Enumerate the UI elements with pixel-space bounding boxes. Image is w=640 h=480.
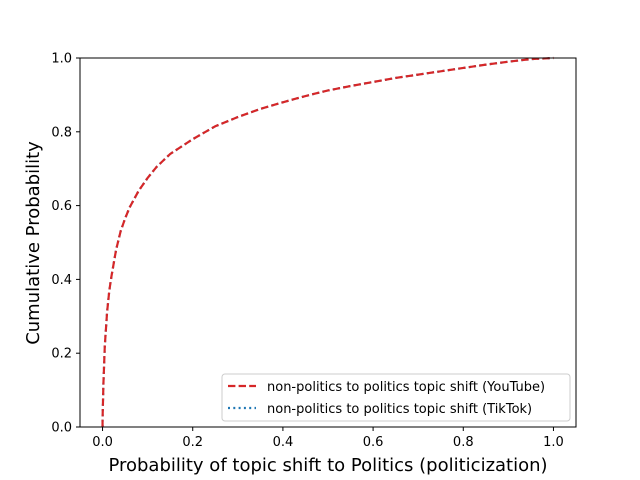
- legend-label-tiktok: non-politics to politics topic shift (Ti…: [267, 402, 532, 417]
- y-axis-label: Cumulative Probability: [23, 141, 44, 345]
- x-tick-label: 0.6: [363, 435, 384, 450]
- y-tick-label: 1.0: [51, 52, 72, 67]
- y-tick-label: 0.0: [51, 421, 72, 436]
- plot-frame: [79, 57, 577, 428]
- x-axis-ticks: 0.0 0.2 0.4 0.6 0.8 1.0: [92, 427, 564, 450]
- y-axis-ticks: 0.0 0.2 0.4 0.6 0.8 1.0: [51, 52, 80, 436]
- legend-box: [221, 373, 571, 422]
- x-tick-label: 0.2: [182, 435, 203, 450]
- x-tick-label: 0.0: [92, 435, 113, 450]
- x-tick-label: 1.0: [543, 435, 564, 450]
- x-axis-label: Probability of topic shift to Politics (…: [108, 455, 547, 476]
- x-tick-label: 0.8: [453, 435, 474, 450]
- y-tick-label: 0.2: [51, 347, 72, 362]
- y-tick-label: 0.8: [51, 125, 72, 140]
- legend: non-politics to politics topic shift (Yo…: [221, 373, 571, 422]
- y-tick-label: 0.4: [51, 273, 72, 288]
- series-line-youtube: [101, 56, 554, 427]
- plot-lines: [101, 56, 554, 427]
- x-tick-label: 0.4: [273, 435, 294, 450]
- y-tick-label: 0.6: [51, 199, 72, 214]
- legend-label-youtube: non-politics to politics topic shift (Yo…: [267, 380, 545, 395]
